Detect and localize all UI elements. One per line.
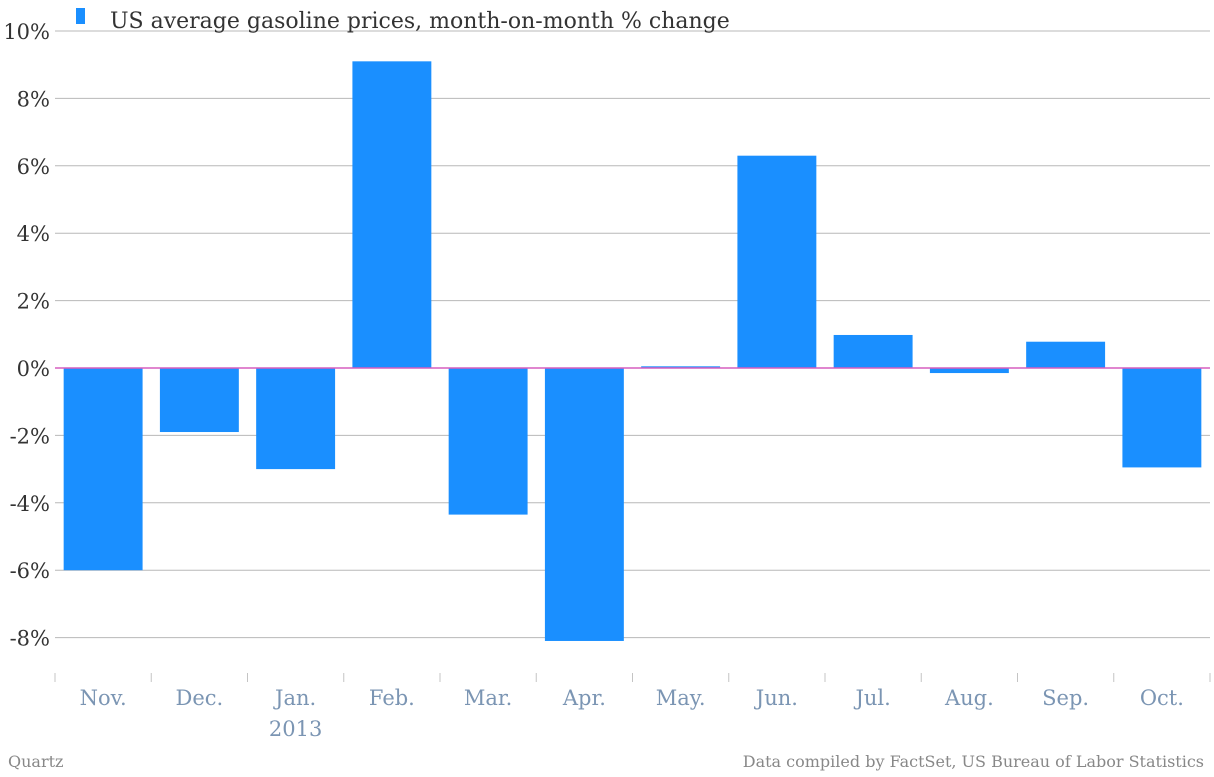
bar-may <box>641 366 721 368</box>
x-tick-marks <box>54 673 1211 682</box>
bar-aug <box>929 368 1009 374</box>
x-tick-label: Jul. <box>853 686 890 710</box>
x-tick-label: Dec. <box>176 686 224 710</box>
x-tick-label: Jun. <box>754 686 798 710</box>
y-tick-label: -4% <box>10 492 50 516</box>
legend: US average gasoline prices, month-on-mon… <box>76 8 730 34</box>
y-tick-label: -8% <box>10 627 50 651</box>
bar-dec <box>159 368 239 433</box>
y-tick-label: 8% <box>17 87 50 111</box>
x-tick-label: Jan. <box>273 686 316 710</box>
bar-jun <box>737 155 817 368</box>
y-tick-label: -2% <box>10 424 50 448</box>
y-tick-label: 6% <box>17 155 50 179</box>
x-tick-label: May. <box>656 686 706 710</box>
y-tick-label: -6% <box>10 559 50 583</box>
bar-oct <box>1122 368 1202 468</box>
bars <box>63 61 1202 641</box>
bar-sep <box>1026 341 1106 368</box>
y-tick-label: 2% <box>17 290 50 314</box>
footer-source: Data compiled by FactSet, US Bureau of L… <box>743 752 1204 771</box>
legend-label: US average gasoline prices, month-on-mon… <box>110 9 730 34</box>
y-tick-label: 10% <box>3 20 50 44</box>
legend-swatch <box>76 8 85 24</box>
bar-feb <box>352 61 432 369</box>
x-tick-label: Feb. <box>369 686 415 710</box>
x-tick-label: Aug. <box>944 686 994 710</box>
x-tick-label: Oct. <box>1140 686 1184 710</box>
x-tick-label: Apr. <box>562 686 606 710</box>
x-tick-label: Mar. <box>464 686 512 710</box>
grid-lines <box>55 30 1210 639</box>
bar-apr <box>544 368 624 641</box>
y-tick-label: 4% <box>17 222 50 246</box>
bar-jan <box>256 368 336 470</box>
bar-mar <box>448 368 528 515</box>
bar-jul <box>833 334 913 368</box>
x-tick-sublabel: 2013 <box>269 717 322 741</box>
y-tick-labels: 10% 8% 6% 4% 2% 0% -2% -4% -6% -8% <box>3 20 50 651</box>
x-tick-label: Sep. <box>1042 686 1089 710</box>
footer-credit: Quartz <box>8 752 63 771</box>
x-tick-label: Nov. <box>80 686 127 710</box>
bar-nov <box>63 368 143 571</box>
x-tick-labels: Nov. Dec. Jan. 2013 Feb. Mar. Apr. May. Jun. Jul.… <box>80 686 1184 741</box>
y-tick-label: 0% <box>17 357 50 381</box>
